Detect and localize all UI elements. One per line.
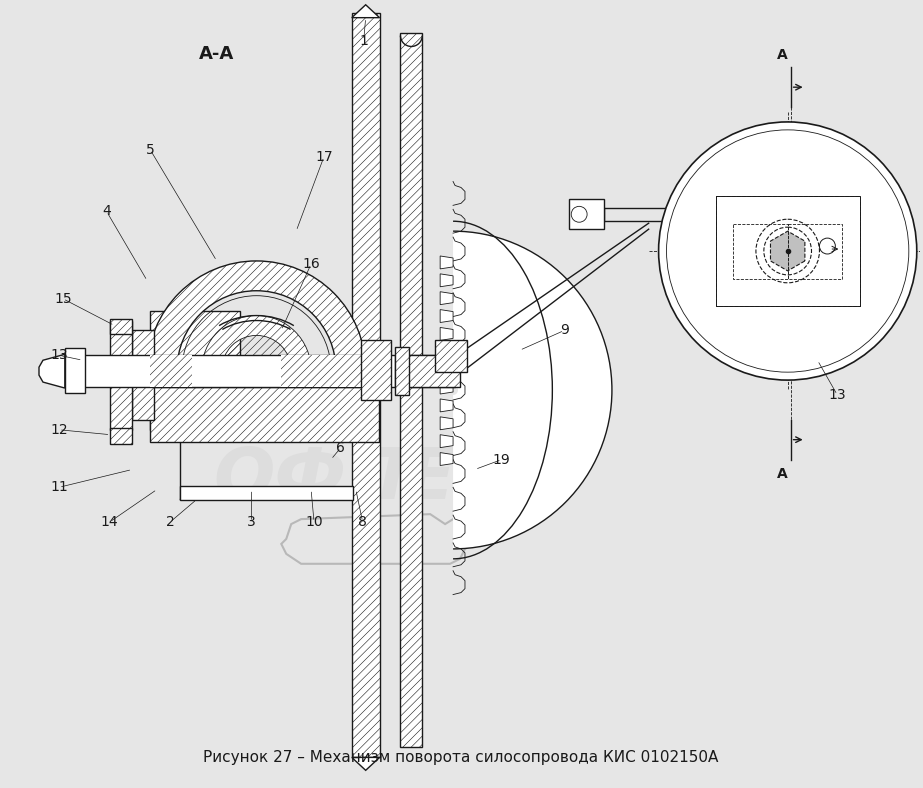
Polygon shape [440, 274, 453, 287]
Text: 12: 12 [50, 422, 67, 437]
Bar [132, 330, 154, 420]
Bar [83, 355, 455, 387]
Polygon shape [440, 310, 453, 322]
Text: 4: 4 [102, 204, 111, 218]
Text: 9: 9 [560, 323, 569, 337]
Wedge shape [202, 315, 311, 370]
Polygon shape [440, 328, 453, 340]
Polygon shape [440, 399, 453, 412]
Bar [733, 225, 787, 279]
Bar [282, 355, 361, 387]
Text: ОФЛЕКС: ОФЛЕКС [213, 445, 568, 514]
Wedge shape [148, 261, 366, 370]
Polygon shape [440, 452, 453, 466]
Bar [65, 348, 85, 393]
Text: 14: 14 [101, 515, 118, 529]
Polygon shape [440, 256, 453, 269]
Text: 2: 2 [166, 515, 174, 529]
Text: 11: 11 [50, 481, 67, 494]
Polygon shape [440, 435, 453, 448]
Text: 13: 13 [829, 388, 846, 402]
Polygon shape [352, 757, 379, 771]
Bar [111, 321, 132, 429]
Wedge shape [453, 231, 612, 549]
Bar [150, 387, 378, 441]
Circle shape [666, 130, 909, 372]
Bar [150, 355, 192, 387]
Text: 15: 15 [54, 292, 72, 306]
Text: 6: 6 [336, 440, 345, 455]
Text: 19: 19 [493, 452, 510, 466]
Text: 13: 13 [50, 348, 67, 362]
Circle shape [571, 206, 587, 222]
Text: 10: 10 [306, 515, 323, 529]
Text: А: А [777, 467, 788, 481]
Bar [435, 340, 467, 372]
Bar [395, 355, 460, 387]
Text: 16: 16 [302, 257, 320, 271]
Circle shape [659, 122, 917, 380]
Bar [716, 196, 860, 306]
Text: 1: 1 [359, 34, 368, 47]
Circle shape [820, 238, 835, 254]
Polygon shape [39, 355, 65, 388]
Text: А-А: А-А [199, 46, 234, 63]
Bar [787, 225, 843, 279]
Bar [111, 428, 132, 444]
Text: А: А [777, 48, 788, 62]
Polygon shape [440, 381, 453, 394]
Text: 8: 8 [358, 515, 367, 529]
Polygon shape [440, 345, 453, 359]
Bar [150, 310, 240, 429]
Polygon shape [440, 363, 453, 376]
Bar [569, 199, 604, 229]
Bar [361, 340, 390, 400]
Text: 3: 3 [247, 515, 256, 529]
Polygon shape [352, 5, 379, 17]
Bar [352, 13, 379, 757]
Text: Рисунок 27 – Механизм поворота силосопровода КИС 0102150А: Рисунок 27 – Механизм поворота силосопро… [203, 750, 719, 765]
Bar [395, 348, 410, 395]
Bar [111, 318, 132, 334]
Polygon shape [440, 292, 453, 305]
Text: 5: 5 [146, 143, 154, 157]
Polygon shape [771, 231, 805, 271]
Bar [401, 32, 423, 748]
Bar [716, 196, 860, 306]
Bar [180, 486, 353, 500]
Polygon shape [440, 417, 453, 429]
Text: 17: 17 [315, 150, 333, 164]
